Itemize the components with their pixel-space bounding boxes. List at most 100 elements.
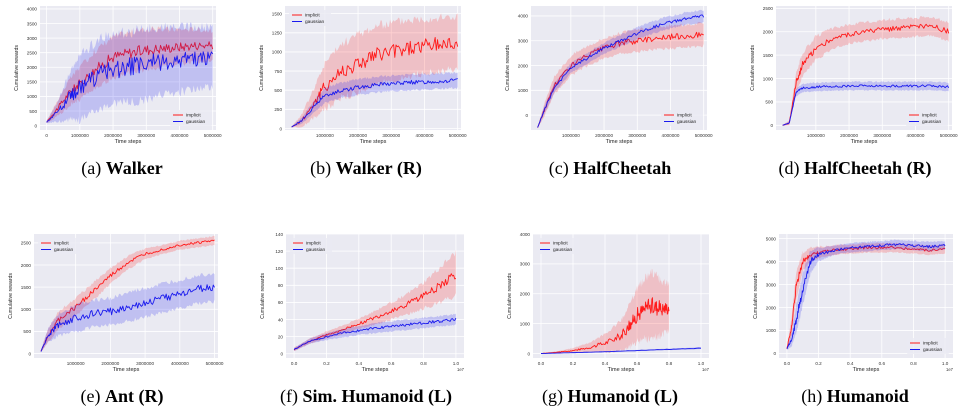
x-tick-label: 5000000 (695, 133, 713, 138)
series-line-gaussian (46, 51, 214, 123)
y-axis-label: Cumulative rewards (14, 45, 20, 91)
legend-label-implicit: implicit (923, 341, 938, 347)
y-axis-label: Cumulative rewards (505, 45, 511, 91)
x-tick-label: 2000000 (349, 133, 367, 138)
plot-area (34, 234, 218, 358)
x-axis-label: Time steps (113, 367, 140, 373)
x-tick-label: 5000000 (449, 133, 467, 138)
series-band-implicit (786, 242, 946, 350)
plot-area (40, 6, 216, 130)
x-tick-label: 3000000 (628, 133, 646, 138)
y-tick-label: 4000 (518, 14, 529, 19)
y-tick-label: 500 (29, 109, 37, 114)
y-tick-label: 1250 (272, 31, 283, 36)
x-tick-label: 0.2 (815, 361, 822, 366)
x-axis-label: Time steps (360, 139, 387, 145)
y-tick-label: 2500 (21, 241, 32, 246)
y-tick-label: 1000 (272, 50, 283, 55)
legend-label-gaussian: gaussian (306, 247, 326, 253)
plot-area (531, 6, 707, 130)
chart-b: 0 250 500 750 1000 1250 1500 1000000 2000000 3000… (259, 6, 467, 145)
y-tick-label: 60 (278, 300, 284, 305)
series-band-gaussian (537, 9, 704, 129)
x-axis-label: Time steps (853, 367, 880, 373)
legend-label-implicit: implicit (922, 113, 937, 119)
series-line-implicit (46, 41, 214, 123)
x-tick-label: 1000000 (807, 133, 825, 138)
caption-g: (g) Humanoid (L) (488, 386, 732, 407)
series-layer (293, 249, 457, 352)
caption-h-title: Humanoid (826, 386, 909, 406)
y-tick-label: 1000 (518, 88, 529, 93)
caption-d-title: HalfCheetah (R) (804, 158, 932, 178)
caption-a: (a) Walker (0, 158, 244, 179)
x-tick-label: 0.4 (602, 361, 609, 366)
y-tick-label: 2000 (766, 305, 777, 310)
y-axis-label: Cumulative rewards (259, 45, 265, 91)
legend-label-gaussian: gaussian (922, 119, 942, 125)
y-tick-label: 2000 (763, 30, 774, 35)
y-tick-label: 3000 (518, 39, 529, 44)
x-tick-label: 0.2 (570, 361, 577, 366)
y-tick-label: 0 (28, 351, 31, 356)
x-tick-label: 1.0 (942, 361, 949, 366)
x-tick-label: 1000000 (71, 133, 89, 138)
x-tick-label: 5000000 (940, 133, 958, 138)
series-line-implicit (293, 273, 457, 351)
legend-label-implicit: implicit (553, 241, 568, 247)
series-layer (537, 9, 705, 129)
caption-d: (d) HalfCheetah (R) (733, 158, 977, 179)
x-tick-label: 0.6 (879, 361, 886, 366)
x-tick-label: 2000000 (595, 133, 613, 138)
series-line-gaussian (786, 243, 946, 349)
y-tick-label: 1500 (27, 80, 38, 85)
series-band-gaussian (782, 81, 949, 126)
x-tick-label: 1.0 (698, 361, 705, 366)
x-axis-label: Time steps (362, 367, 389, 373)
caption-b: (b) Walker (R) (244, 158, 488, 179)
x-tick-label: 0.0 (538, 361, 545, 366)
y-tick-label: 1000 (766, 328, 777, 333)
y-tick-label: 750 (274, 69, 282, 74)
y-tick-label: 2500 (763, 6, 774, 11)
x-tick-label: 0.4 (356, 361, 363, 366)
x-axis-label: Time steps (115, 139, 142, 145)
x-exponent-label: 1e7 (457, 367, 465, 372)
x-axis-label: Time steps (608, 367, 635, 373)
series-band-implicit (537, 21, 704, 129)
legend-label-implicit: implicit (306, 241, 321, 247)
series-line-gaussian (537, 14, 705, 128)
series-layer (291, 13, 459, 128)
legend-label-implicit: implicit (54, 241, 69, 247)
x-tick-label: 1000000 (67, 361, 85, 366)
y-tick-label: 1500 (272, 11, 283, 16)
y-tick-label: 2500 (27, 50, 38, 55)
series-band-implicit (291, 13, 458, 128)
caption-g-label: (g) (541, 386, 563, 406)
y-tick-label: 0 (770, 123, 773, 128)
y-tick-label: 2000 (27, 65, 38, 70)
x-tick-label: 0.4 (847, 361, 854, 366)
y-tick-label: 20 (278, 334, 284, 339)
caption-c-title: HalfCheetah (573, 158, 672, 178)
y-tick-label: 0 (280, 352, 283, 357)
x-tick-label: 2000000 (101, 361, 119, 366)
y-tick-label: 1000 (27, 94, 38, 99)
series-layer (782, 16, 950, 126)
y-tick-label: 1500 (21, 285, 32, 290)
y-tick-label: 0 (773, 351, 776, 356)
x-tick-label: 4000000 (171, 133, 189, 138)
y-tick-label: 500 (765, 100, 773, 105)
y-tick-label: 80 (278, 283, 284, 288)
legend-label-gaussian: gaussian (553, 247, 573, 253)
caption-f-title: Sim. Humanoid (L) (302, 386, 452, 406)
legend-label-gaussian: gaussian (677, 119, 697, 125)
x-tick-label: 1000000 (316, 133, 334, 138)
x-tick-label: 0.0 (291, 361, 298, 366)
caption-h: (h) Humanoid (733, 386, 977, 407)
